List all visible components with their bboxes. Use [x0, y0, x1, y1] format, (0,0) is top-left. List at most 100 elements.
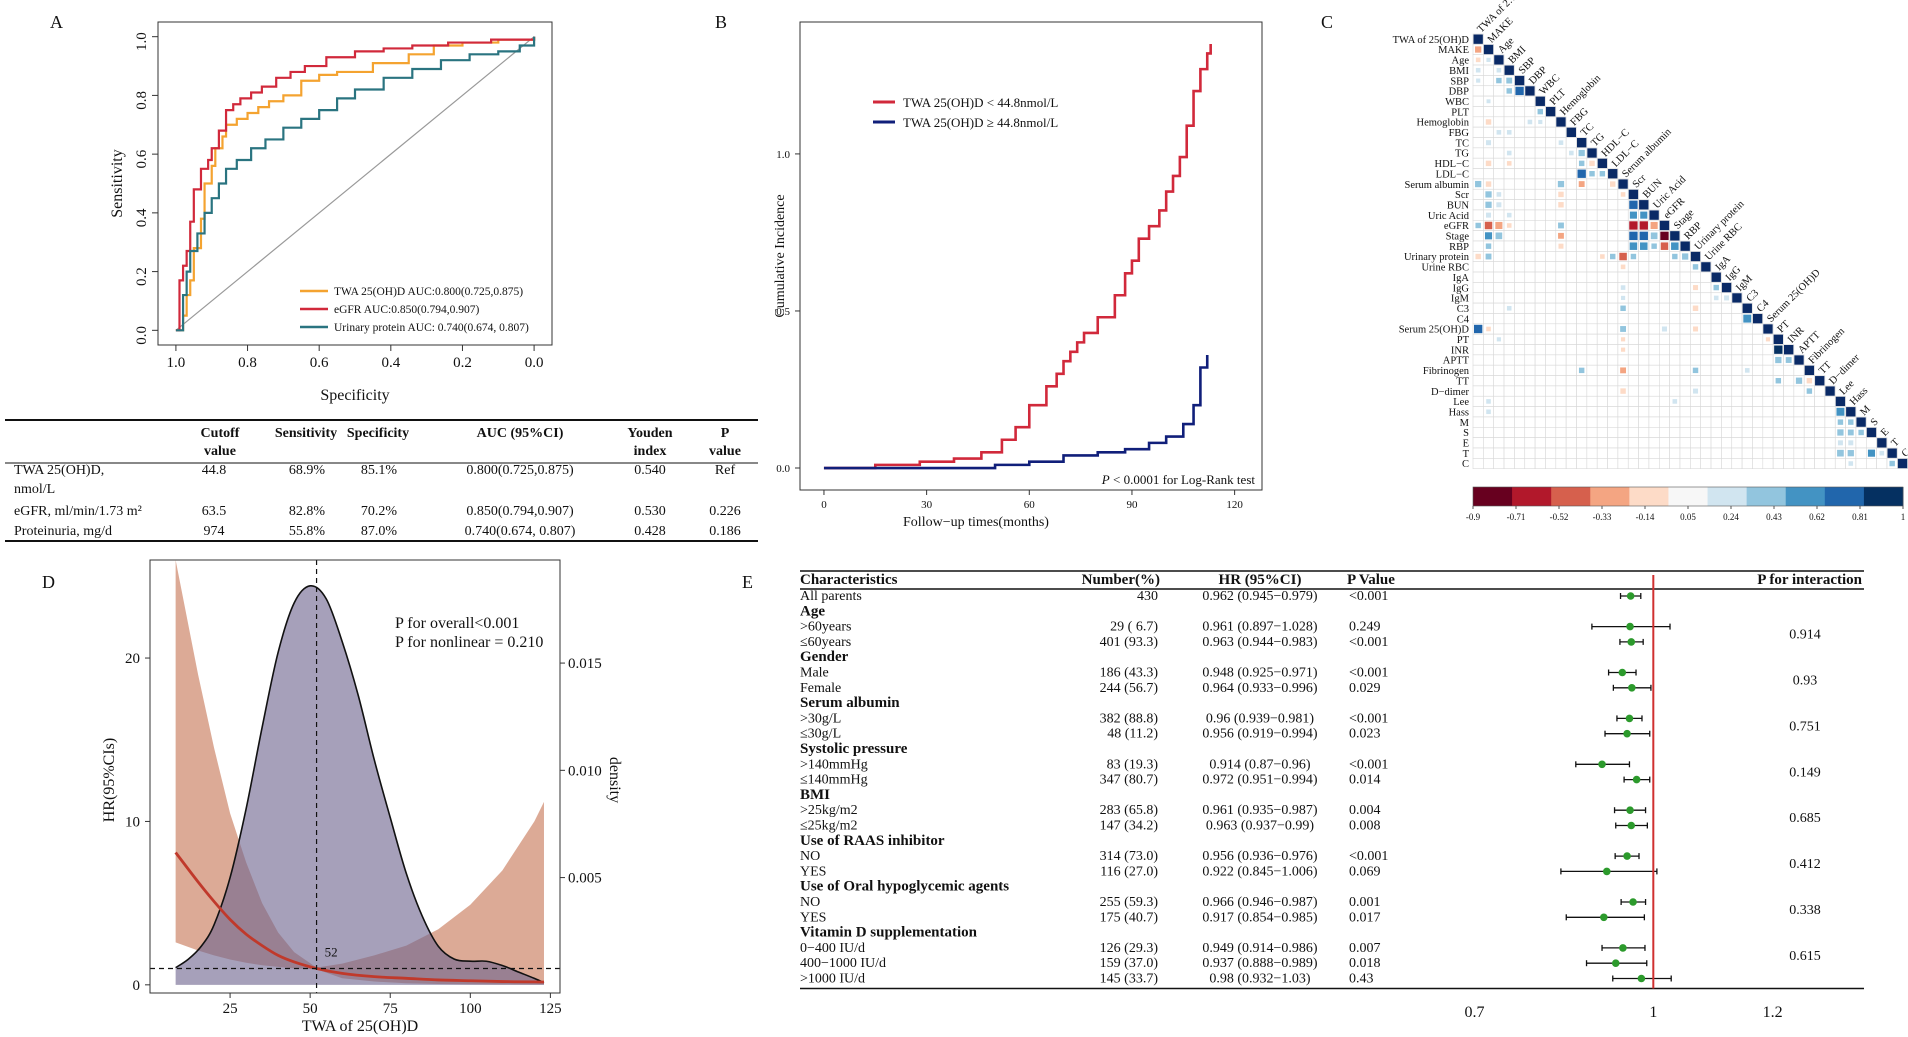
y-right-tick-label: 0.010 — [568, 763, 602, 779]
heatmap-grid-cell — [1586, 230, 1598, 242]
heatmap-cell — [1837, 440, 1843, 446]
heatmap-grid-cell — [1772, 395, 1784, 407]
heatmap-grid-cell — [1783, 416, 1795, 428]
table-cell: 0.530 — [634, 504, 666, 519]
roc-curve-1 — [175, 36, 536, 332]
heatmap-grid-cell — [1679, 375, 1691, 387]
forest-interaction: 0.412 — [1789, 857, 1821, 872]
heatmap-grid-cell — [1483, 375, 1494, 387]
heatmap-grid-cell — [1555, 147, 1567, 159]
heatmap-grid-cell — [1638, 416, 1650, 428]
heatmap-cell — [1682, 253, 1689, 260]
x-tick-label: 100 — [459, 1001, 482, 1017]
forest-row-label: All parents — [800, 589, 862, 604]
heatmap-grid-cell — [1555, 209, 1567, 221]
heatmap-grid-cell — [1607, 292, 1619, 304]
heatmap-grid-cell — [1524, 282, 1536, 294]
heatmap-grid-cell — [1472, 375, 1484, 387]
forest-group-label: Systolic pressure — [800, 741, 908, 757]
heatmap-grid-cell — [1493, 157, 1505, 169]
heatmap-grid-cell — [1762, 416, 1774, 428]
heatmap-grid-cell — [1659, 292, 1670, 304]
heatmap-cell — [1473, 34, 1483, 44]
heatmap-cell — [1752, 313, 1763, 324]
heatmap-grid-cell — [1762, 447, 1774, 459]
heatmap-grid-cell — [1545, 116, 1557, 128]
heatmap-grid-cell — [1534, 395, 1546, 407]
heatmap-row-label: INR — [1451, 345, 1469, 356]
heatmap-grid-cell — [1565, 251, 1577, 263]
heatmap-grid-cell — [1752, 416, 1764, 428]
heatmap-grid-cell — [1710, 323, 1722, 335]
heatmap-grid-cell — [1514, 147, 1526, 159]
heatmap-grid-cell — [1638, 323, 1650, 335]
heatmap-grid-cell — [1586, 385, 1598, 397]
heatmap-cell — [1867, 449, 1876, 457]
table-header: Sensitivity — [275, 426, 337, 441]
heatmap-grid-cell — [1617, 230, 1629, 242]
heatmap-cell — [1527, 119, 1533, 125]
heatmap-cell — [1856, 417, 1866, 427]
heatmap-grid-cell — [1472, 271, 1484, 283]
heatmap-cell — [1804, 365, 1815, 376]
heatmap-grid-cell — [1690, 458, 1701, 470]
forest-p-value: 0.023 — [1349, 727, 1381, 742]
y-axis-label: Cumulative Incidence — [773, 194, 788, 317]
heatmap-row-label: PLT — [1451, 107, 1469, 118]
heatmap-grid-cell — [1617, 199, 1629, 211]
table-cell: 0.428 — [634, 524, 666, 539]
heatmap-cell — [1721, 282, 1732, 293]
forest-p-value: <0.001 — [1349, 849, 1388, 864]
heatmap-grid-cell — [1586, 323, 1598, 335]
heatmap-grid-cell — [1669, 364, 1681, 376]
heatmap-row-label: Fibrinogen — [1423, 366, 1470, 377]
heatmap-grid-cell — [1824, 426, 1836, 438]
forest-header: HR (95%CI) — [1219, 572, 1302, 588]
heatmap-grid-cell — [1617, 313, 1629, 325]
heatmap-grid-cell — [1565, 188, 1577, 200]
panel-letter: D — [42, 572, 55, 592]
heatmap-cell — [1763, 324, 1773, 334]
heatmap-grid-cell — [1648, 395, 1660, 407]
forest-p-value: 0.008 — [1349, 819, 1381, 834]
heatmap-grid-cell — [1514, 333, 1526, 345]
heatmap-grid-cell — [1752, 385, 1764, 397]
heatmap-cell — [1742, 303, 1752, 313]
heatmap-grid-cell — [1565, 437, 1577, 449]
heatmap-grid-cell — [1472, 458, 1484, 470]
x-axis-label: Specificity — [320, 387, 389, 404]
heatmap-cell — [1629, 231, 1638, 240]
heatmap-grid-cell — [1586, 437, 1598, 449]
heatmap-grid-cell — [1679, 416, 1691, 428]
heatmap-grid-cell — [1586, 416, 1598, 428]
heatmap-cell — [1506, 212, 1512, 218]
heatmap-row-label: Stage — [1446, 232, 1470, 243]
forest-number: 186 (43.3) — [1100, 666, 1159, 681]
heatmap-grid-cell — [1493, 147, 1505, 159]
heatmap-cell — [1578, 149, 1585, 157]
heatmap-grid-cell — [1596, 437, 1608, 449]
heatmap-grid-cell — [1648, 261, 1660, 273]
heatmap-grid-cell — [1741, 323, 1753, 335]
forest-hr-text: 0.98 (0.932−1.03) — [1209, 972, 1311, 987]
forest-hr-text: 0.949 (0.914−0.986) — [1202, 941, 1318, 956]
heatmap-grid-cell — [1627, 282, 1639, 294]
heatmap-grid-cell — [1493, 313, 1505, 325]
table-header: Cutoff — [201, 426, 240, 441]
heatmap-cell — [1629, 221, 1638, 230]
heatmap-grid-cell — [1555, 271, 1567, 283]
heatmap-grid-cell — [1824, 458, 1836, 470]
colorbar-segment — [1746, 487, 1787, 506]
heatmap-grid-cell — [1596, 375, 1608, 387]
x-tick-label: 0 — [821, 499, 827, 511]
heatmap-grid-cell — [1472, 95, 1484, 107]
heatmap-grid-cell — [1576, 261, 1588, 273]
forest-hr-text: 0.964 (0.933−0.996) — [1202, 681, 1318, 696]
heatmap-grid-cell — [1607, 220, 1619, 231]
forest-number: 283 (65.8) — [1100, 803, 1159, 818]
forest-group-label: Use of Oral hypoglycemic agents — [800, 879, 1009, 895]
heatmap-grid-cell — [1638, 458, 1650, 470]
forest-number: 116 (27.0) — [1100, 864, 1158, 879]
heatmap-grid-cell — [1472, 168, 1484, 180]
forest-interaction: 0.751 — [1789, 719, 1821, 734]
